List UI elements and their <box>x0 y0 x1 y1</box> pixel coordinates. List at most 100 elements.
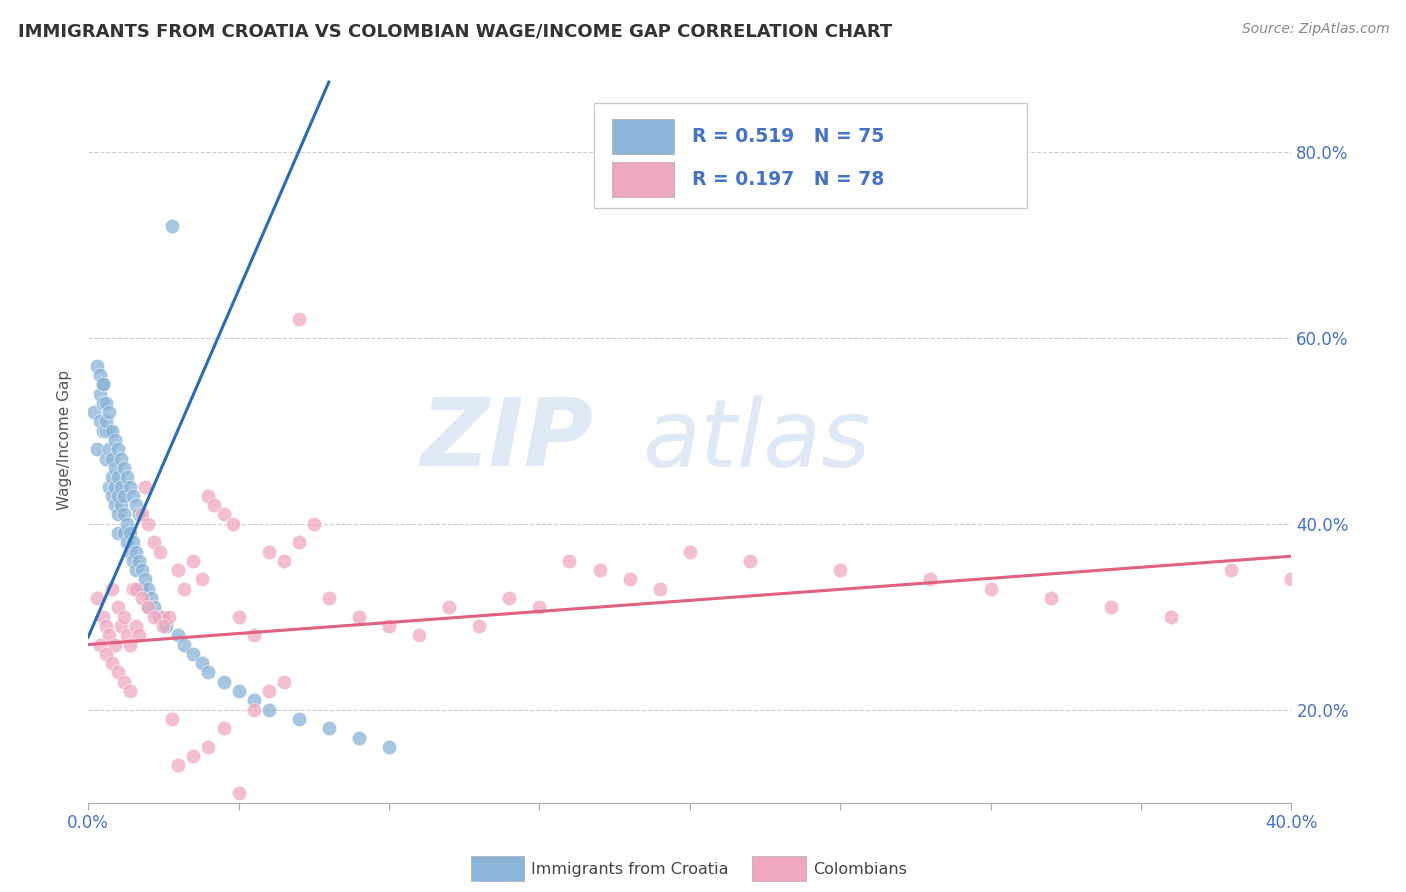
Point <box>1281 573 1303 587</box>
Point <box>134 573 156 587</box>
Point <box>143 535 166 549</box>
Point <box>101 489 124 503</box>
Point <box>112 674 135 689</box>
Text: Immigrants from Croatia: Immigrants from Croatia <box>531 863 728 877</box>
Point <box>920 573 942 587</box>
Point <box>408 628 430 642</box>
Point <box>89 368 111 382</box>
Point <box>104 638 127 652</box>
Text: Source: ZipAtlas.com: Source: ZipAtlas.com <box>1241 22 1389 37</box>
Point <box>143 609 166 624</box>
Point <box>104 461 127 475</box>
Point <box>101 656 124 670</box>
Point <box>152 619 174 633</box>
Point <box>107 470 129 484</box>
Point <box>619 573 641 587</box>
Point <box>98 479 121 493</box>
Point <box>287 535 309 549</box>
Point <box>86 591 108 605</box>
Point <box>96 647 118 661</box>
Point <box>318 721 340 735</box>
Point <box>101 582 124 596</box>
Text: R = 0.197   N = 78: R = 0.197 N = 78 <box>692 170 884 189</box>
Point <box>204 498 226 512</box>
Point <box>120 684 142 698</box>
Point <box>104 498 127 512</box>
Point <box>228 609 250 624</box>
Point <box>125 563 148 577</box>
Point <box>167 628 190 642</box>
Point <box>167 563 190 577</box>
Point <box>287 312 309 326</box>
Point <box>257 684 280 698</box>
Text: R = 0.519   N = 75: R = 0.519 N = 75 <box>692 127 884 145</box>
Point <box>257 703 280 717</box>
Point <box>136 582 159 596</box>
Point <box>96 619 118 633</box>
Point <box>120 544 142 558</box>
Point <box>131 563 153 577</box>
Point <box>679 544 702 558</box>
Point <box>136 600 159 615</box>
Point <box>128 508 150 522</box>
Point <box>141 591 163 605</box>
Point <box>162 712 184 726</box>
Point <box>162 219 184 234</box>
Point <box>242 703 264 717</box>
Point <box>136 600 159 615</box>
Point <box>122 489 145 503</box>
Point <box>112 609 135 624</box>
Point <box>143 600 166 615</box>
Point <box>122 535 145 549</box>
Point <box>149 609 172 624</box>
Point <box>125 498 148 512</box>
Point <box>104 479 127 493</box>
Point <box>125 544 148 558</box>
Point <box>110 498 132 512</box>
Point <box>89 414 111 428</box>
Text: Colombians: Colombians <box>813 863 907 877</box>
Point <box>157 609 180 624</box>
Point <box>347 731 370 745</box>
Point <box>125 582 148 596</box>
Point <box>152 609 174 624</box>
Point <box>1039 591 1062 605</box>
Point <box>1099 600 1122 615</box>
Point <box>107 508 129 522</box>
Point <box>96 396 118 410</box>
Point <box>173 638 195 652</box>
Point <box>378 619 401 633</box>
Point <box>91 609 114 624</box>
Point <box>107 600 129 615</box>
Point <box>273 554 295 568</box>
Point <box>197 665 219 680</box>
Point <box>107 489 129 503</box>
Point <box>1160 609 1182 624</box>
Point <box>830 563 852 577</box>
Text: ZIP: ZIP <box>420 394 593 486</box>
Point <box>191 573 214 587</box>
Point <box>498 591 520 605</box>
Point <box>117 516 139 531</box>
Point <box>91 377 114 392</box>
Point <box>558 554 581 568</box>
Point <box>101 451 124 466</box>
Point <box>1220 563 1243 577</box>
Point <box>122 554 145 568</box>
Point <box>89 638 111 652</box>
Point <box>110 451 132 466</box>
Point <box>273 674 295 689</box>
Point <box>257 544 280 558</box>
Point <box>287 712 309 726</box>
Point <box>212 508 235 522</box>
Point <box>86 359 108 373</box>
Point <box>104 433 127 447</box>
Point <box>302 516 325 531</box>
Point <box>110 619 132 633</box>
Point <box>96 424 118 438</box>
Point <box>347 609 370 624</box>
Point <box>588 563 610 577</box>
Point <box>112 526 135 541</box>
Point <box>96 414 118 428</box>
Point <box>738 554 761 568</box>
